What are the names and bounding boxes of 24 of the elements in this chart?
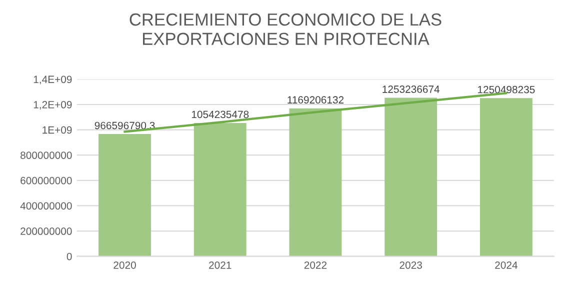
- bar: [194, 122, 246, 256]
- data-label: 966596790,3: [94, 122, 155, 130]
- bar: [480, 98, 532, 256]
- x-tick-label: 2020: [114, 261, 136, 269]
- bar: [384, 98, 438, 256]
- y-tick-label: 0: [66, 252, 72, 260]
- data-label: 1054235478: [192, 110, 249, 118]
- x-tick-label: 2022: [304, 261, 327, 269]
- bar: [98, 134, 151, 256]
- y-tick-label: 1E+09: [42, 126, 72, 134]
- y-tick-label: 600000000: [20, 176, 72, 184]
- x-tick-label: 2023: [400, 261, 422, 269]
- x-tick-label: 2021: [209, 261, 232, 269]
- y-tick-label: 1,2E+09: [34, 101, 72, 110]
- y-tick-label: 200000000: [20, 228, 72, 235]
- data-label: 1250498235: [478, 86, 535, 94]
- chart-title: CRECIEMIENTO ECONOMICO DE LAS EXPORTACIONES EN PIROTECNIA: [130, 13, 442, 46]
- y-tick-label: 400000000: [20, 202, 72, 210]
- data-label: 1169206132: [288, 96, 344, 104]
- bar: [289, 108, 342, 256]
- y-tick-label: 1,4E+09: [34, 76, 72, 84]
- y-tick-label: 800000000: [20, 152, 72, 159]
- x-tick-label: 2024: [495, 261, 518, 269]
- data-label: 1253236674: [382, 86, 440, 93]
